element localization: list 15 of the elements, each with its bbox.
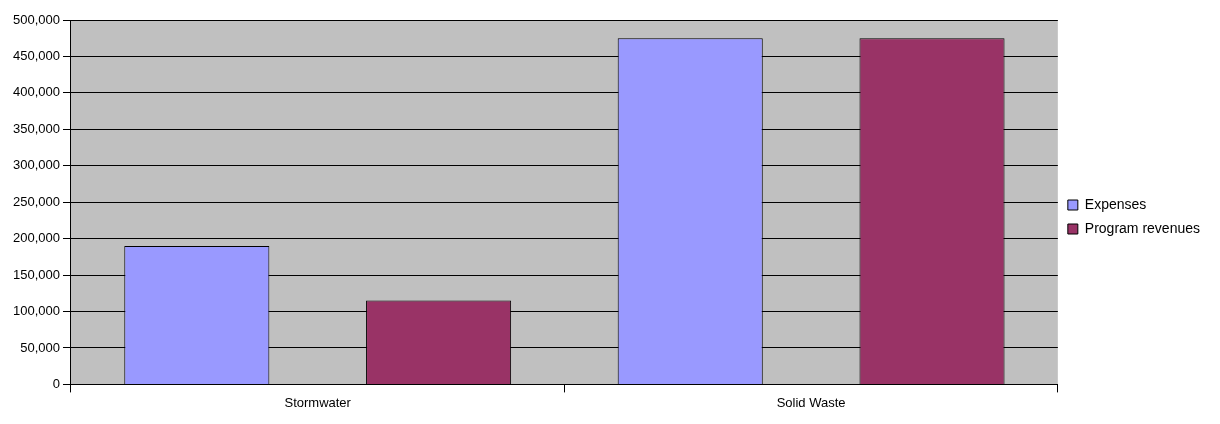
y-tick-label: 300,000 bbox=[12, 157, 60, 173]
x-tick-label: Stormwater bbox=[284, 394, 352, 410]
y-tick-label: 350,000 bbox=[12, 120, 60, 136]
y-tick-label: 500,000 bbox=[12, 11, 60, 27]
x-tick-label: Solid Waste bbox=[776, 394, 846, 410]
legend-label: Expenses bbox=[1084, 195, 1147, 212]
y-tick-label: 0 bbox=[52, 375, 60, 391]
y-tick-label: 100,000 bbox=[12, 303, 60, 319]
y-tick-label: 50,000 bbox=[20, 339, 60, 355]
y-tick-label: 150,000 bbox=[12, 266, 60, 282]
legend-label: Program revenues bbox=[1084, 219, 1201, 236]
y-tick-label: 250,000 bbox=[12, 193, 60, 209]
y-tick-label: 450,000 bbox=[12, 48, 60, 64]
y-tick-label: 400,000 bbox=[12, 84, 60, 100]
y-tick-label: 200,000 bbox=[12, 230, 60, 246]
